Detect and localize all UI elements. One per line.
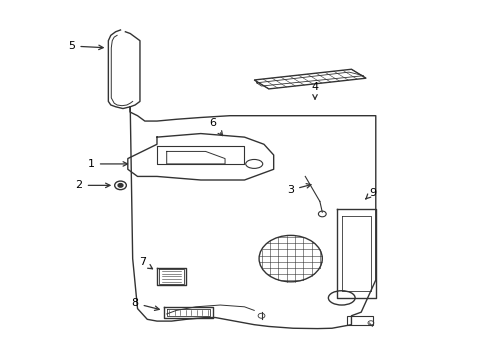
- Text: 1: 1: [88, 159, 127, 169]
- Text: 2: 2: [76, 180, 110, 190]
- Circle shape: [118, 184, 122, 187]
- Text: 5: 5: [68, 41, 103, 51]
- Text: 6: 6: [209, 118, 222, 136]
- Text: 4: 4: [311, 82, 318, 99]
- Text: 9: 9: [365, 188, 375, 199]
- Text: 3: 3: [286, 184, 310, 195]
- Text: 8: 8: [131, 298, 159, 310]
- Text: 7: 7: [139, 257, 152, 269]
